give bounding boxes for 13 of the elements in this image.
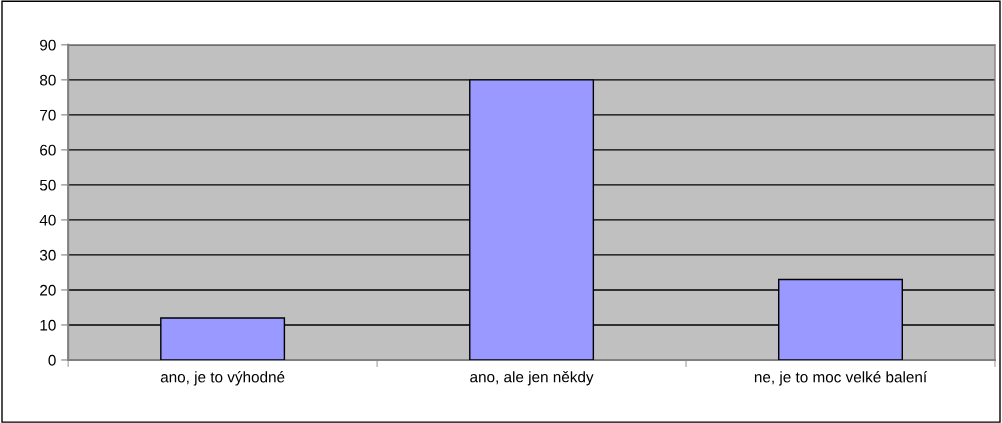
y-tick-label: 80 (40, 74, 56, 86)
y-tick-label: 50 (39, 179, 56, 191)
y-tick-label: 20 (40, 284, 56, 296)
y-tick-label: 70 (40, 109, 56, 121)
x-tick-label: ne, je to moc velké balení (754, 371, 928, 386)
y-tick-label: 10 (40, 319, 56, 331)
y-tick-label: 60 (40, 144, 56, 156)
x-tick-label: ano, je to výhodné (160, 371, 285, 386)
y-tick-label: 0 (48, 354, 56, 366)
x-tick-label: ano, ale jen někdy (470, 371, 594, 386)
y-tick-label: 40 (39, 214, 56, 226)
y-tick-label: 30 (39, 249, 56, 261)
y-tick-label: 90 (40, 39, 56, 51)
